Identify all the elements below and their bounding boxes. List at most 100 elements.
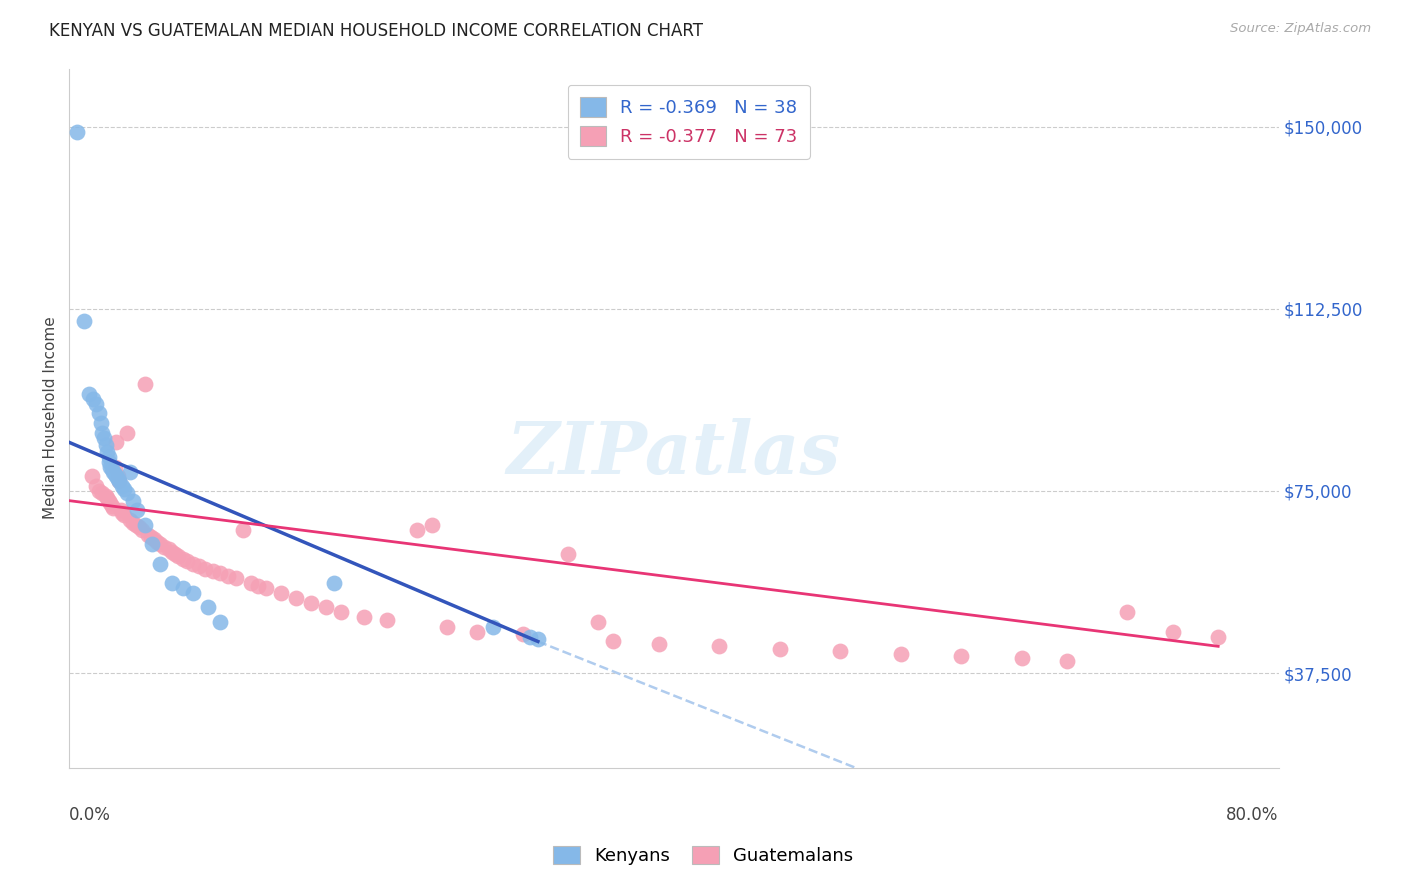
Point [105, 435, 128, 450]
Point [950, 648, 973, 663]
Point [1206, 630, 1229, 644]
Point [153, 540, 176, 554]
Point [527, 632, 550, 646]
Point [93, 431, 115, 445]
Point [80, 469, 103, 483]
Text: ZIPatlas: ZIPatlas [508, 417, 841, 489]
Point [108, 474, 131, 488]
Point [322, 576, 344, 591]
Point [167, 549, 190, 564]
Point [285, 591, 308, 605]
Point [91, 486, 114, 500]
Point [181, 557, 204, 571]
Point [97, 450, 120, 464]
Point [97, 493, 120, 508]
Point [136, 527, 159, 541]
Point [118, 465, 141, 479]
Point [77, 387, 100, 401]
Point [481, 620, 503, 634]
Point [188, 559, 211, 574]
Point [128, 520, 150, 534]
Point [1056, 654, 1078, 668]
Legend: R = -0.369   N = 38, R = -0.377   N = 73: R = -0.369 N = 38, R = -0.377 N = 73 [568, 85, 810, 159]
Point [66, 125, 89, 139]
Point [101, 500, 124, 515]
Point [890, 647, 912, 661]
Point [299, 596, 322, 610]
Point [315, 600, 337, 615]
Point [103, 467, 125, 481]
Point [270, 586, 292, 600]
Point [239, 576, 262, 591]
Point [225, 571, 247, 585]
Point [172, 552, 194, 566]
Legend: Kenyans, Guatemalans: Kenyans, Guatemalans [546, 838, 860, 872]
Point [1011, 651, 1033, 665]
Point [467, 624, 489, 639]
Point [111, 479, 134, 493]
Point [121, 516, 143, 530]
Point [94, 489, 117, 503]
Point [131, 523, 153, 537]
Point [111, 506, 134, 520]
Point [830, 644, 852, 658]
Point [100, 462, 122, 476]
Point [100, 499, 122, 513]
Point [406, 523, 429, 537]
Point [91, 425, 114, 440]
Point [98, 459, 121, 474]
Point [134, 377, 156, 392]
Point [172, 581, 194, 595]
Point [90, 416, 112, 430]
Point [436, 620, 458, 634]
Point [115, 425, 138, 440]
Point [127, 503, 149, 517]
Point [194, 561, 217, 575]
Point [134, 517, 156, 532]
Point [1161, 624, 1184, 639]
Point [201, 564, 224, 578]
Point [141, 537, 163, 551]
Point [1116, 605, 1139, 619]
Point [176, 554, 198, 568]
Point [557, 547, 579, 561]
Point [254, 581, 277, 595]
Point [118, 513, 141, 527]
Point [112, 482, 135, 496]
Point [86, 396, 108, 410]
Point [769, 641, 792, 656]
Point [709, 640, 731, 654]
Point [125, 517, 148, 532]
Point [112, 508, 135, 523]
Point [107, 469, 129, 483]
Text: 0.0%: 0.0% [69, 806, 111, 824]
Point [105, 469, 128, 483]
Point [149, 557, 172, 571]
Point [648, 637, 671, 651]
Point [73, 314, 96, 328]
Point [209, 566, 232, 581]
Point [160, 576, 183, 591]
Point [98, 496, 121, 510]
Y-axis label: Median Household Income: Median Household Income [44, 317, 58, 519]
Point [232, 523, 254, 537]
Point [157, 542, 180, 557]
Point [121, 493, 143, 508]
Point [209, 615, 232, 629]
Point [97, 455, 120, 469]
Point [82, 392, 104, 406]
Point [588, 615, 610, 629]
Point [110, 503, 132, 517]
Text: KENYAN VS GUATEMALAN MEDIAN HOUSEHOLD INCOME CORRELATION CHART: KENYAN VS GUATEMALAN MEDIAN HOUSEHOLD IN… [49, 22, 703, 40]
Text: Source: ZipAtlas.com: Source: ZipAtlas.com [1230, 22, 1371, 36]
Point [181, 586, 204, 600]
Point [149, 537, 172, 551]
Point [247, 579, 270, 593]
Point [101, 465, 124, 479]
Point [103, 459, 125, 474]
Point [146, 535, 169, 549]
Point [96, 445, 118, 459]
Point [375, 613, 398, 627]
Point [602, 634, 624, 648]
Text: 80.0%: 80.0% [1226, 806, 1278, 824]
